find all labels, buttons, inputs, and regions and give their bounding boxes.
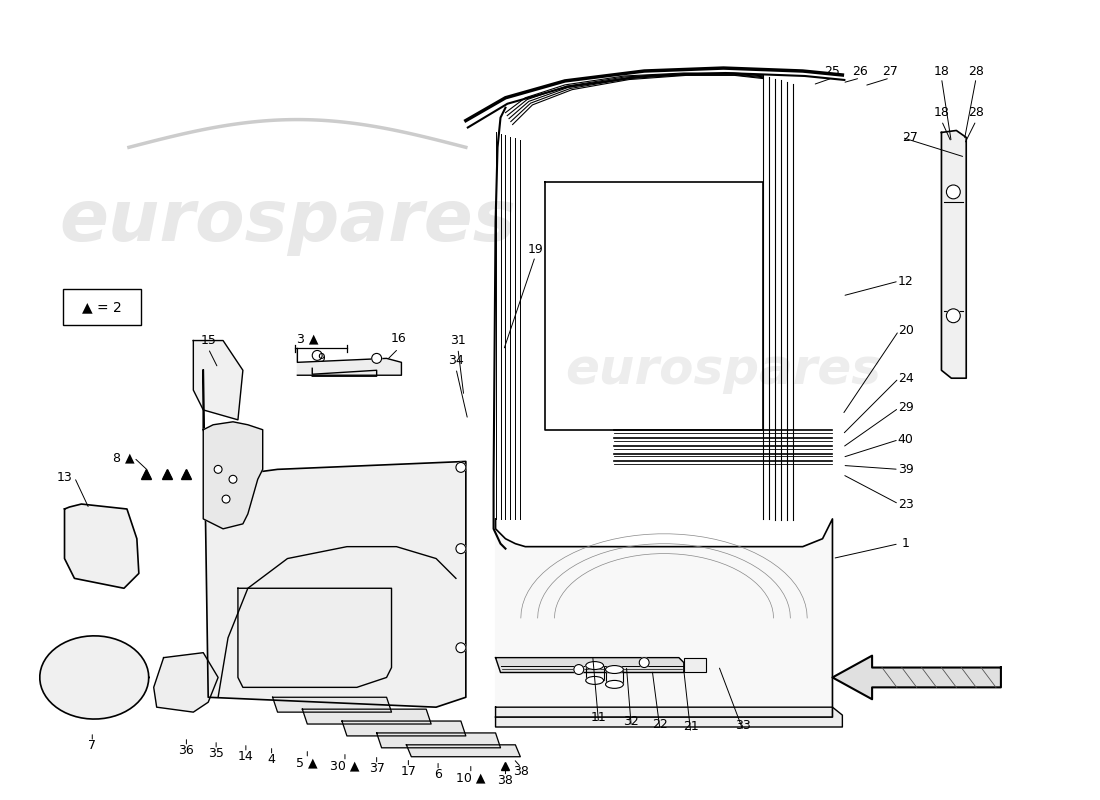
Polygon shape — [376, 733, 500, 748]
Text: 31: 31 — [450, 334, 465, 347]
Text: 29: 29 — [898, 402, 914, 414]
Text: 28: 28 — [968, 65, 984, 78]
Text: 8 ▲: 8 ▲ — [113, 451, 135, 464]
Ellipse shape — [585, 662, 604, 670]
Polygon shape — [204, 370, 465, 707]
Circle shape — [229, 475, 236, 483]
Circle shape — [455, 544, 465, 554]
Circle shape — [455, 642, 465, 653]
Polygon shape — [342, 721, 465, 736]
Circle shape — [574, 665, 584, 674]
Text: 18: 18 — [934, 65, 949, 78]
Text: 16: 16 — [390, 332, 406, 345]
Text: 15: 15 — [200, 334, 216, 347]
Text: 22: 22 — [652, 718, 668, 730]
Circle shape — [222, 495, 230, 503]
Text: 35: 35 — [208, 747, 224, 760]
Circle shape — [639, 658, 649, 667]
Text: 28: 28 — [968, 106, 984, 119]
Polygon shape — [942, 130, 966, 378]
Polygon shape — [238, 588, 392, 687]
Text: 37: 37 — [368, 762, 385, 775]
Text: 27: 27 — [882, 65, 898, 78]
Text: 30 ▲: 30 ▲ — [330, 759, 360, 772]
Polygon shape — [154, 653, 218, 712]
Circle shape — [455, 462, 465, 472]
Circle shape — [946, 309, 960, 322]
Text: 21: 21 — [683, 721, 698, 734]
Text: 40: 40 — [898, 433, 914, 446]
Polygon shape — [406, 745, 520, 757]
Polygon shape — [65, 504, 139, 588]
Text: 20: 20 — [898, 324, 914, 337]
Text: eurospares: eurospares — [565, 346, 881, 394]
Polygon shape — [204, 422, 263, 529]
Text: 27: 27 — [902, 131, 917, 144]
Polygon shape — [833, 656, 1001, 699]
Polygon shape — [302, 709, 431, 724]
Text: 34: 34 — [448, 354, 464, 367]
Ellipse shape — [605, 666, 624, 674]
Polygon shape — [273, 698, 392, 712]
Text: 7: 7 — [88, 739, 97, 752]
Text: 38: 38 — [497, 774, 514, 787]
Text: 14: 14 — [238, 750, 254, 763]
Text: 4: 4 — [267, 753, 276, 766]
Text: ▲ = 2: ▲ = 2 — [82, 300, 122, 314]
Text: 10 ▲: 10 ▲ — [456, 771, 485, 784]
Circle shape — [312, 350, 322, 360]
Bar — [684, 658, 705, 671]
Text: 33: 33 — [736, 718, 751, 731]
Text: 24: 24 — [898, 372, 914, 385]
Bar — [684, 658, 705, 671]
Text: 6: 6 — [434, 768, 442, 781]
Polygon shape — [496, 658, 684, 673]
Circle shape — [214, 466, 222, 474]
Text: 9: 9 — [317, 352, 326, 365]
Text: 3 ▲: 3 ▲ — [297, 332, 318, 345]
Text: 19: 19 — [527, 243, 543, 256]
Polygon shape — [297, 349, 402, 375]
Text: 26: 26 — [852, 65, 868, 78]
Text: 5 ▲: 5 ▲ — [297, 756, 318, 769]
Text: 25: 25 — [825, 65, 840, 78]
Text: 38: 38 — [514, 765, 529, 778]
Ellipse shape — [605, 681, 624, 688]
Text: 18: 18 — [934, 106, 949, 119]
Text: 17: 17 — [400, 765, 416, 778]
Text: 39: 39 — [898, 463, 914, 476]
Polygon shape — [40, 636, 148, 719]
Text: 13: 13 — [56, 470, 73, 484]
Text: 12: 12 — [898, 274, 914, 287]
Text: 32: 32 — [624, 714, 639, 727]
Text: 11: 11 — [591, 710, 606, 723]
Polygon shape — [194, 341, 243, 420]
Polygon shape — [496, 707, 843, 727]
Circle shape — [946, 185, 960, 199]
Circle shape — [372, 354, 382, 363]
Polygon shape — [496, 519, 833, 717]
Text: 36: 36 — [178, 744, 195, 758]
Text: 1: 1 — [902, 537, 910, 550]
FancyBboxPatch shape — [63, 289, 141, 325]
Ellipse shape — [585, 677, 604, 684]
Text: 23: 23 — [898, 498, 914, 510]
Text: eurospares: eurospares — [59, 187, 516, 256]
